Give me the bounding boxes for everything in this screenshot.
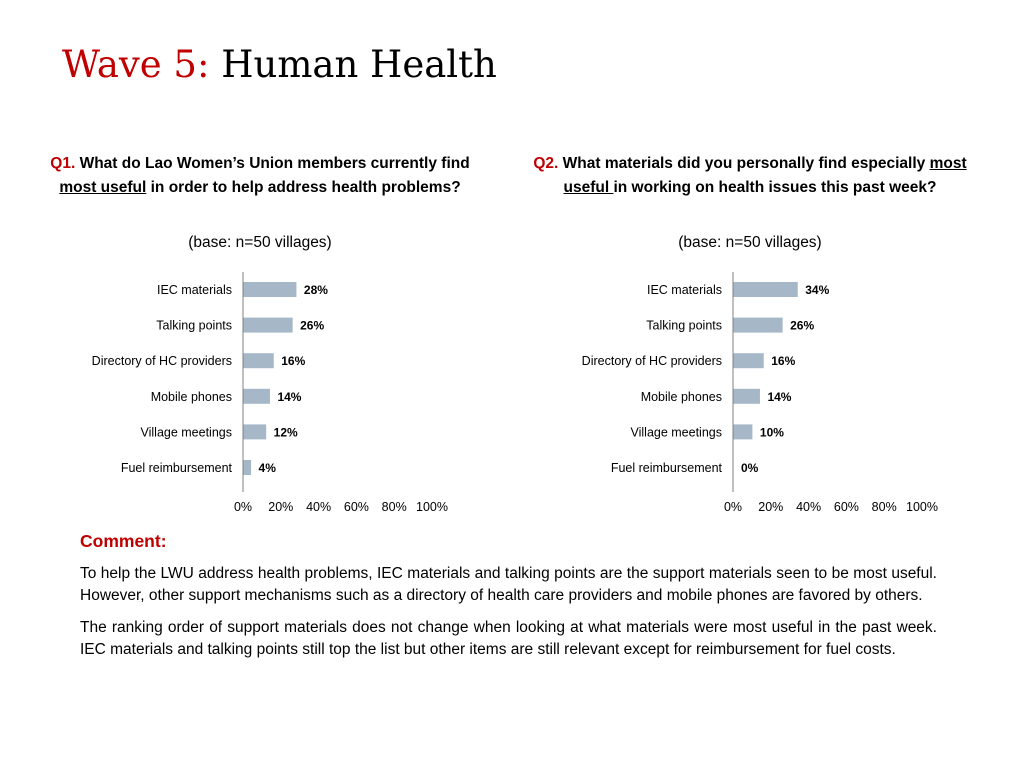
q2-value-label: 26% — [790, 319, 814, 333]
q2-underlined: most useful — [563, 155, 967, 196]
q1-x-tick-label: 20% — [268, 500, 293, 514]
question-q2: Q2. What materials did you personally fi… — [530, 152, 970, 200]
q1-x-tick-label: 0% — [234, 500, 252, 514]
q1-bar — [243, 282, 297, 297]
q2-category-label: Fuel reimbursement — [611, 461, 723, 475]
q1-bar — [243, 424, 267, 440]
q2-x-tick-label: 20% — [758, 500, 783, 514]
q2-x-tick-label: 100% — [906, 500, 938, 514]
q2-bar — [733, 388, 760, 404]
q2-x-tick-label: 0% — [724, 500, 742, 514]
q1-x-tick-label: 100% — [416, 500, 448, 514]
q2-category-label: IEC materials — [647, 283, 722, 297]
q1-category-label: Directory of HC providers — [92, 354, 232, 368]
q2-value-label: 0% — [741, 461, 759, 475]
q2-number: Q2. — [533, 155, 559, 172]
q1-base: (base: n=50 villages) — [188, 234, 332, 251]
q1-text-after: in order to help address health problems… — [146, 179, 461, 196]
slide-title: Wave 5: Human Health — [62, 46, 497, 83]
q2-value-label: 34% — [805, 283, 829, 297]
q2-bar-chart: IEC materials 34% Talking points 26% Directo… — [582, 272, 938, 514]
title-accent: Wave 5: — [62, 43, 210, 86]
q2-text-after: in working on health issues this past we… — [613, 179, 937, 196]
q1-category-label: IEC materials — [157, 283, 232, 297]
q2-bar — [733, 424, 753, 440]
q2-value-label: 10% — [760, 425, 784, 439]
q1-value-label: 16% — [281, 354, 305, 368]
q2-base: (base: n=50 villages) — [678, 234, 822, 251]
question-q1: Q1. What do Lao Women’s Union members cu… — [40, 152, 480, 200]
q1-x-tick-label: 80% — [382, 500, 407, 514]
q1-x-tick-label: 60% — [344, 500, 369, 514]
q1-value-label: 26% — [300, 319, 324, 333]
comment-paragraph-2: The ranking order of support materials d… — [80, 619, 937, 658]
q2-value-label: 16% — [771, 354, 795, 368]
q2-bar — [733, 282, 798, 297]
q2-value-label: 14% — [767, 390, 791, 404]
q2-bar — [733, 317, 783, 333]
q2-category-label: Directory of HC providers — [582, 354, 722, 368]
q2-category-label: Mobile phones — [641, 390, 722, 404]
q1-bar — [243, 317, 293, 333]
q2-category-label: Village meetings — [631, 425, 723, 439]
q1-category-label: Village meetings — [141, 425, 233, 439]
q1-bar — [243, 460, 252, 475]
q1-category-label: Mobile phones — [151, 390, 232, 404]
q1-underlined: most useful — [59, 179, 147, 196]
q2-x-tick-label: 60% — [834, 500, 859, 514]
q1-category-label: Fuel reimbursement — [121, 461, 233, 475]
q1-value-label: 4% — [259, 461, 277, 475]
comment-paragraph-1: To help the LWU address health problems,… — [80, 565, 937, 604]
q1-number: Q1. — [50, 155, 76, 172]
q1-bar — [243, 388, 270, 404]
q1-value-label: 12% — [274, 425, 298, 439]
title-main: Human Health — [221, 43, 497, 86]
q1-text-before: What do Lao Women’s Union members curren… — [79, 155, 470, 172]
q2-x-tick-label: 80% — [872, 500, 897, 514]
q2-category-label: Talking points — [646, 319, 722, 333]
q2-x-tick-label: 40% — [796, 500, 821, 514]
q1-x-tick-label: 40% — [306, 500, 331, 514]
q2-text-before: What materials did you personally find e… — [562, 155, 930, 172]
comment-body: To help the LWU address health problems,… — [80, 563, 937, 671]
q1-value-label: 28% — [304, 283, 328, 297]
q1-bar — [243, 353, 274, 369]
q1-category-label: Talking points — [156, 319, 232, 333]
q2-bar — [733, 353, 764, 369]
q1-bar-chart: IEC materials 28% Talking points 26% Directo… — [92, 272, 448, 514]
q1-value-label: 14% — [277, 390, 301, 404]
comment-heading: Comment: — [80, 531, 167, 551]
